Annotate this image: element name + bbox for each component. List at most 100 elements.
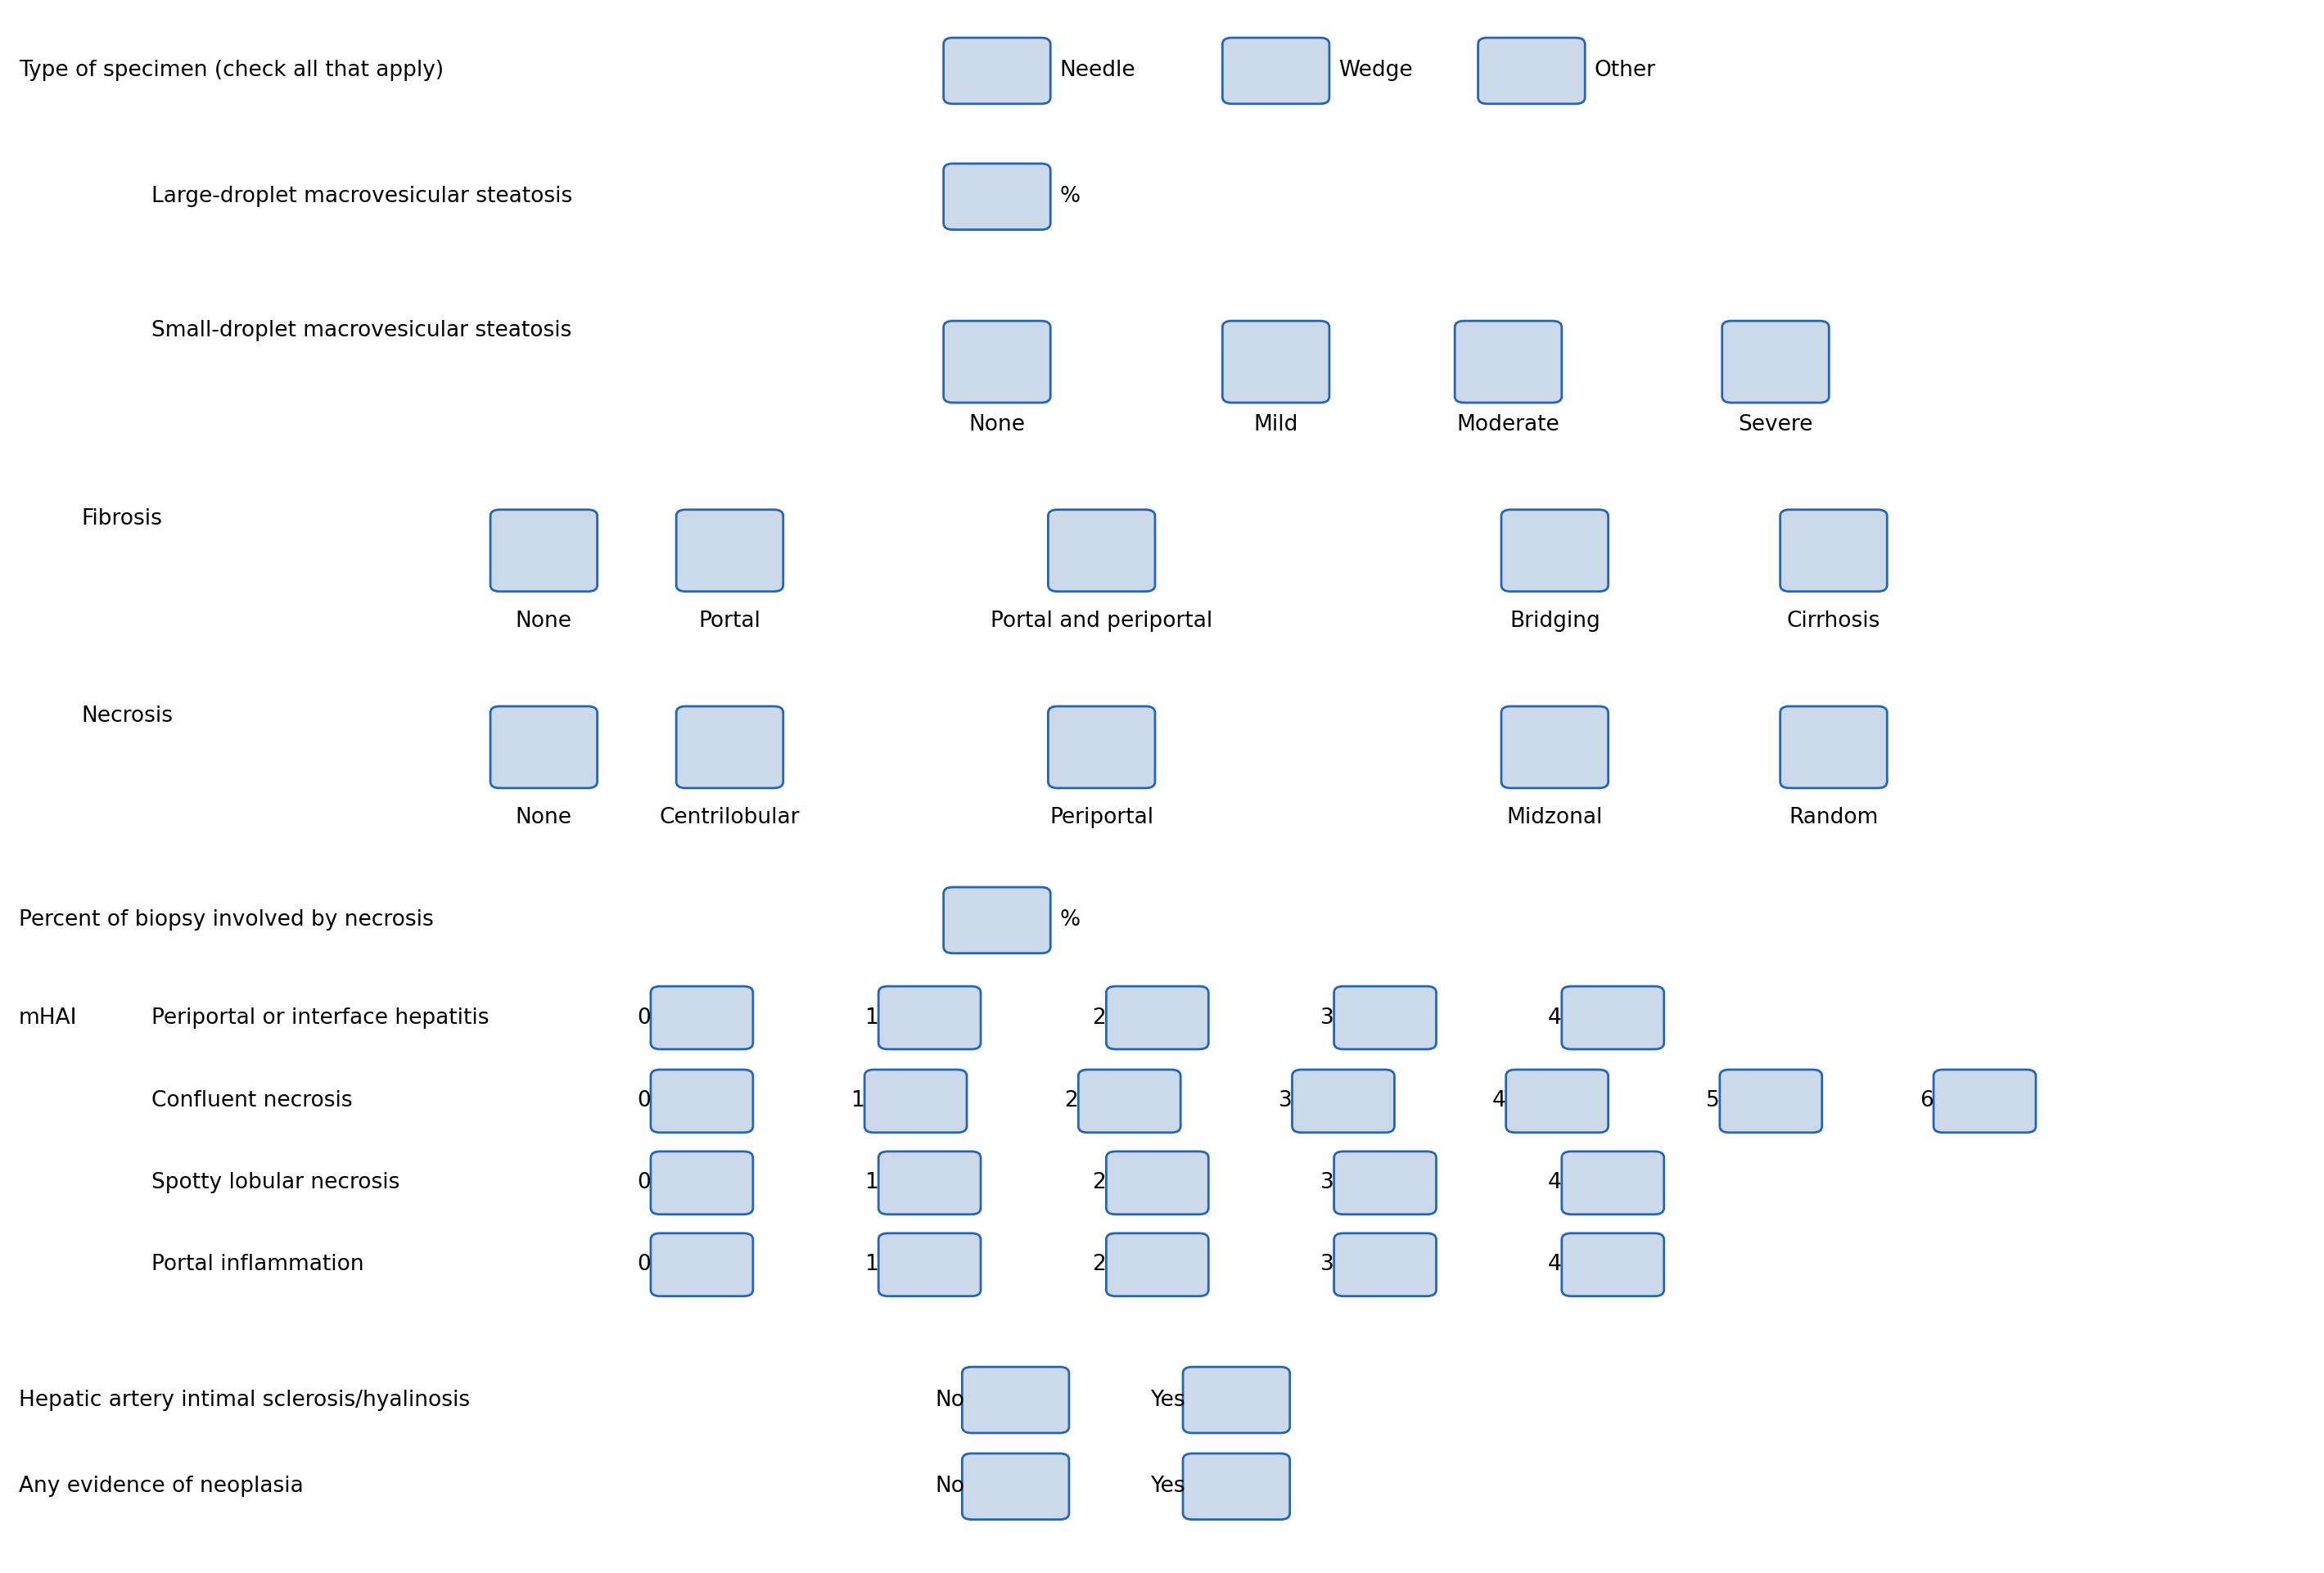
FancyBboxPatch shape bbox=[1048, 706, 1155, 788]
Text: 1: 1 bbox=[865, 1172, 878, 1194]
Text: No: No bbox=[934, 1475, 964, 1497]
FancyBboxPatch shape bbox=[878, 1151, 981, 1214]
Text: 3: 3 bbox=[1320, 1007, 1334, 1029]
FancyBboxPatch shape bbox=[1506, 1070, 1608, 1133]
FancyBboxPatch shape bbox=[1455, 321, 1562, 403]
FancyBboxPatch shape bbox=[1780, 510, 1887, 591]
FancyBboxPatch shape bbox=[1562, 1233, 1664, 1296]
Text: Spotty lobular necrosis: Spotty lobular necrosis bbox=[151, 1172, 400, 1194]
FancyBboxPatch shape bbox=[865, 1070, 967, 1133]
Text: 4: 4 bbox=[1548, 1172, 1562, 1194]
FancyBboxPatch shape bbox=[1722, 321, 1829, 403]
FancyBboxPatch shape bbox=[1334, 1151, 1436, 1214]
Text: Confluent necrosis: Confluent necrosis bbox=[151, 1090, 353, 1112]
FancyBboxPatch shape bbox=[1106, 1151, 1208, 1214]
FancyBboxPatch shape bbox=[1222, 321, 1329, 403]
FancyBboxPatch shape bbox=[962, 1367, 1069, 1433]
Text: %: % bbox=[1060, 909, 1081, 931]
Text: Random: Random bbox=[1789, 807, 1878, 829]
Text: Type of specimen (check all that apply): Type of specimen (check all that apply) bbox=[19, 60, 444, 82]
FancyBboxPatch shape bbox=[944, 38, 1050, 104]
Text: 2: 2 bbox=[1092, 1172, 1106, 1194]
Text: 4: 4 bbox=[1492, 1090, 1506, 1112]
Text: Hepatic artery intimal sclerosis/hyalinosis: Hepatic artery intimal sclerosis/hyalino… bbox=[19, 1389, 469, 1411]
FancyBboxPatch shape bbox=[1501, 510, 1608, 591]
Text: Severe: Severe bbox=[1738, 414, 1813, 436]
FancyBboxPatch shape bbox=[1934, 1070, 2036, 1133]
Text: 0: 0 bbox=[637, 1254, 651, 1276]
Text: None: None bbox=[516, 807, 572, 829]
FancyBboxPatch shape bbox=[651, 1070, 753, 1133]
FancyBboxPatch shape bbox=[651, 986, 753, 1049]
Text: Centrilobular: Centrilobular bbox=[660, 807, 799, 829]
FancyBboxPatch shape bbox=[1222, 38, 1329, 104]
Text: Percent of biopsy involved by necrosis: Percent of biopsy involved by necrosis bbox=[19, 909, 432, 931]
FancyBboxPatch shape bbox=[1780, 706, 1887, 788]
Text: Any evidence of neoplasia: Any evidence of neoplasia bbox=[19, 1475, 302, 1497]
Text: None: None bbox=[969, 414, 1025, 436]
Text: Necrosis: Necrosis bbox=[81, 705, 172, 727]
Text: 3: 3 bbox=[1320, 1254, 1334, 1276]
Text: mHAI: mHAI bbox=[19, 1007, 77, 1029]
Text: 2: 2 bbox=[1092, 1254, 1106, 1276]
FancyBboxPatch shape bbox=[944, 887, 1050, 953]
Text: Moderate: Moderate bbox=[1457, 414, 1559, 436]
Text: Bridging: Bridging bbox=[1508, 610, 1601, 632]
FancyBboxPatch shape bbox=[490, 706, 597, 788]
Text: 3: 3 bbox=[1320, 1172, 1334, 1194]
Text: Periportal: Periportal bbox=[1050, 807, 1153, 829]
Text: Small-droplet macrovesicular steatosis: Small-droplet macrovesicular steatosis bbox=[151, 319, 572, 341]
FancyBboxPatch shape bbox=[1334, 986, 1436, 1049]
FancyBboxPatch shape bbox=[676, 706, 783, 788]
Text: Portal and periportal: Portal and periportal bbox=[990, 610, 1213, 632]
Text: None: None bbox=[516, 610, 572, 632]
FancyBboxPatch shape bbox=[1048, 510, 1155, 591]
Text: Periportal or interface hepatitis: Periportal or interface hepatitis bbox=[151, 1007, 488, 1029]
FancyBboxPatch shape bbox=[676, 510, 783, 591]
Text: 1: 1 bbox=[865, 1007, 878, 1029]
Text: Wedge: Wedge bbox=[1339, 60, 1413, 82]
Text: Portal inflammation: Portal inflammation bbox=[151, 1254, 363, 1276]
Text: 6: 6 bbox=[1920, 1090, 1934, 1112]
Text: No: No bbox=[934, 1389, 964, 1411]
FancyBboxPatch shape bbox=[878, 1233, 981, 1296]
FancyBboxPatch shape bbox=[1292, 1070, 1394, 1133]
Text: Yes: Yes bbox=[1150, 1475, 1185, 1497]
Text: 0: 0 bbox=[637, 1090, 651, 1112]
FancyBboxPatch shape bbox=[1106, 986, 1208, 1049]
FancyBboxPatch shape bbox=[1562, 986, 1664, 1049]
Text: 2: 2 bbox=[1092, 1007, 1106, 1029]
Text: Large-droplet macrovesicular steatosis: Large-droplet macrovesicular steatosis bbox=[151, 186, 572, 208]
Text: Portal: Portal bbox=[700, 610, 760, 632]
Text: 0: 0 bbox=[637, 1007, 651, 1029]
Text: Mild: Mild bbox=[1253, 414, 1299, 436]
Text: 2: 2 bbox=[1064, 1090, 1078, 1112]
Text: Other: Other bbox=[1594, 60, 1655, 82]
Text: %: % bbox=[1060, 186, 1081, 208]
Text: Fibrosis: Fibrosis bbox=[81, 508, 163, 530]
FancyBboxPatch shape bbox=[1334, 1233, 1436, 1296]
FancyBboxPatch shape bbox=[1562, 1151, 1664, 1214]
Text: Cirrhosis: Cirrhosis bbox=[1787, 610, 1880, 632]
Text: 1: 1 bbox=[851, 1090, 865, 1112]
FancyBboxPatch shape bbox=[490, 510, 597, 591]
FancyBboxPatch shape bbox=[962, 1453, 1069, 1520]
Text: 0: 0 bbox=[637, 1172, 651, 1194]
Text: 4: 4 bbox=[1548, 1254, 1562, 1276]
FancyBboxPatch shape bbox=[651, 1233, 753, 1296]
FancyBboxPatch shape bbox=[1720, 1070, 1822, 1133]
Text: 4: 4 bbox=[1548, 1007, 1562, 1029]
FancyBboxPatch shape bbox=[651, 1151, 753, 1214]
FancyBboxPatch shape bbox=[1106, 1233, 1208, 1296]
FancyBboxPatch shape bbox=[878, 986, 981, 1049]
FancyBboxPatch shape bbox=[944, 321, 1050, 403]
FancyBboxPatch shape bbox=[1478, 38, 1585, 104]
Text: 1: 1 bbox=[865, 1254, 878, 1276]
FancyBboxPatch shape bbox=[1183, 1367, 1290, 1433]
Text: Needle: Needle bbox=[1060, 60, 1136, 82]
Text: 5: 5 bbox=[1706, 1090, 1720, 1112]
Text: 3: 3 bbox=[1278, 1090, 1292, 1112]
FancyBboxPatch shape bbox=[1078, 1070, 1181, 1133]
FancyBboxPatch shape bbox=[1183, 1453, 1290, 1520]
Text: Midzonal: Midzonal bbox=[1506, 807, 1604, 829]
